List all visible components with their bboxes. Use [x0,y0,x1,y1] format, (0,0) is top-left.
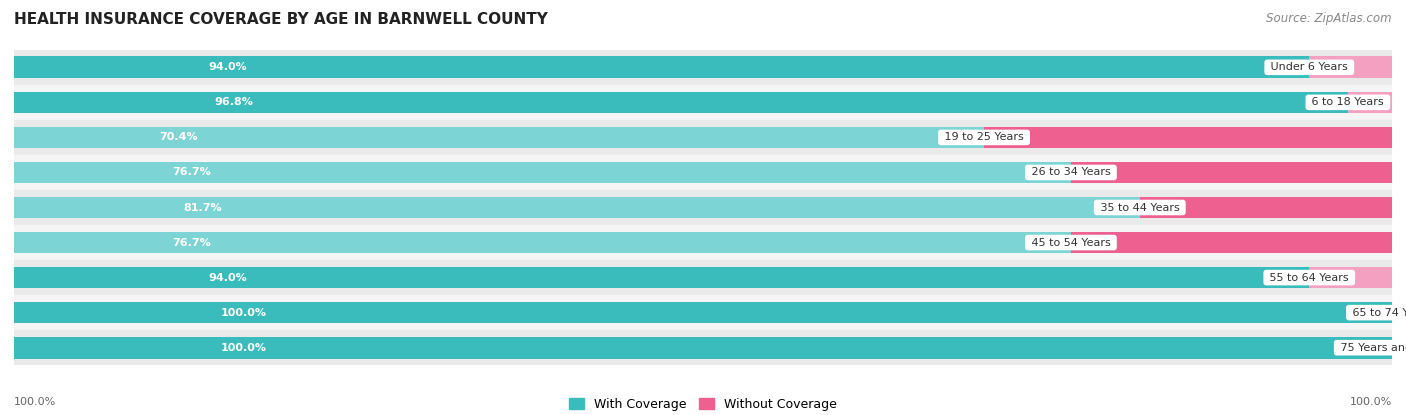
Text: 76.7%: 76.7% [173,237,211,247]
Bar [14,190,1392,225]
Bar [14,91,1348,113]
Text: 100.0%: 100.0% [1350,397,1392,407]
Bar [1348,91,1392,113]
Bar [14,337,1392,359]
Text: 6 to 18 Years: 6 to 18 Years [1309,98,1388,107]
Text: 65 to 74 Years: 65 to 74 Years [1348,308,1406,317]
Text: 26 to 34 Years: 26 to 34 Years [1028,168,1114,178]
Bar [1309,56,1392,78]
Text: 35 to 44 Years: 35 to 44 Years [1097,203,1182,212]
Bar [1071,161,1392,183]
Bar [14,155,1392,190]
Bar [14,225,1392,260]
Bar [14,120,1392,155]
Bar [1140,197,1392,218]
Bar [14,85,1392,120]
Bar [1309,267,1392,288]
Text: 70.4%: 70.4% [159,132,198,142]
Text: Source: ZipAtlas.com: Source: ZipAtlas.com [1267,12,1392,25]
Text: 96.8%: 96.8% [214,98,253,107]
Text: 55 to 64 Years: 55 to 64 Years [1267,273,1353,283]
Text: 76.7%: 76.7% [173,168,211,178]
Bar [14,302,1392,324]
Text: 100.0%: 100.0% [221,343,267,353]
Bar [14,295,1392,330]
Text: 94.0%: 94.0% [208,273,247,283]
Bar [14,161,1071,183]
Text: 100.0%: 100.0% [221,308,267,317]
Text: 19 to 25 Years: 19 to 25 Years [941,132,1028,142]
Bar [1071,232,1392,254]
Bar [14,330,1392,365]
Text: 100.0%: 100.0% [14,397,56,407]
Bar [14,232,1071,254]
Text: 75 Years and older: 75 Years and older [1337,343,1406,353]
Bar [14,127,984,148]
Bar [14,260,1392,295]
Bar [14,50,1392,85]
Legend: With Coverage, Without Coverage: With Coverage, Without Coverage [564,393,842,415]
Bar [14,56,1309,78]
Bar [984,127,1392,148]
Text: Under 6 Years: Under 6 Years [1267,62,1351,72]
Bar [14,197,1140,218]
Text: 94.0%: 94.0% [208,62,247,72]
Bar [14,267,1309,288]
Text: 45 to 54 Years: 45 to 54 Years [1028,237,1114,247]
Text: HEALTH INSURANCE COVERAGE BY AGE IN BARNWELL COUNTY: HEALTH INSURANCE COVERAGE BY AGE IN BARN… [14,12,548,27]
Text: 81.7%: 81.7% [183,203,222,212]
